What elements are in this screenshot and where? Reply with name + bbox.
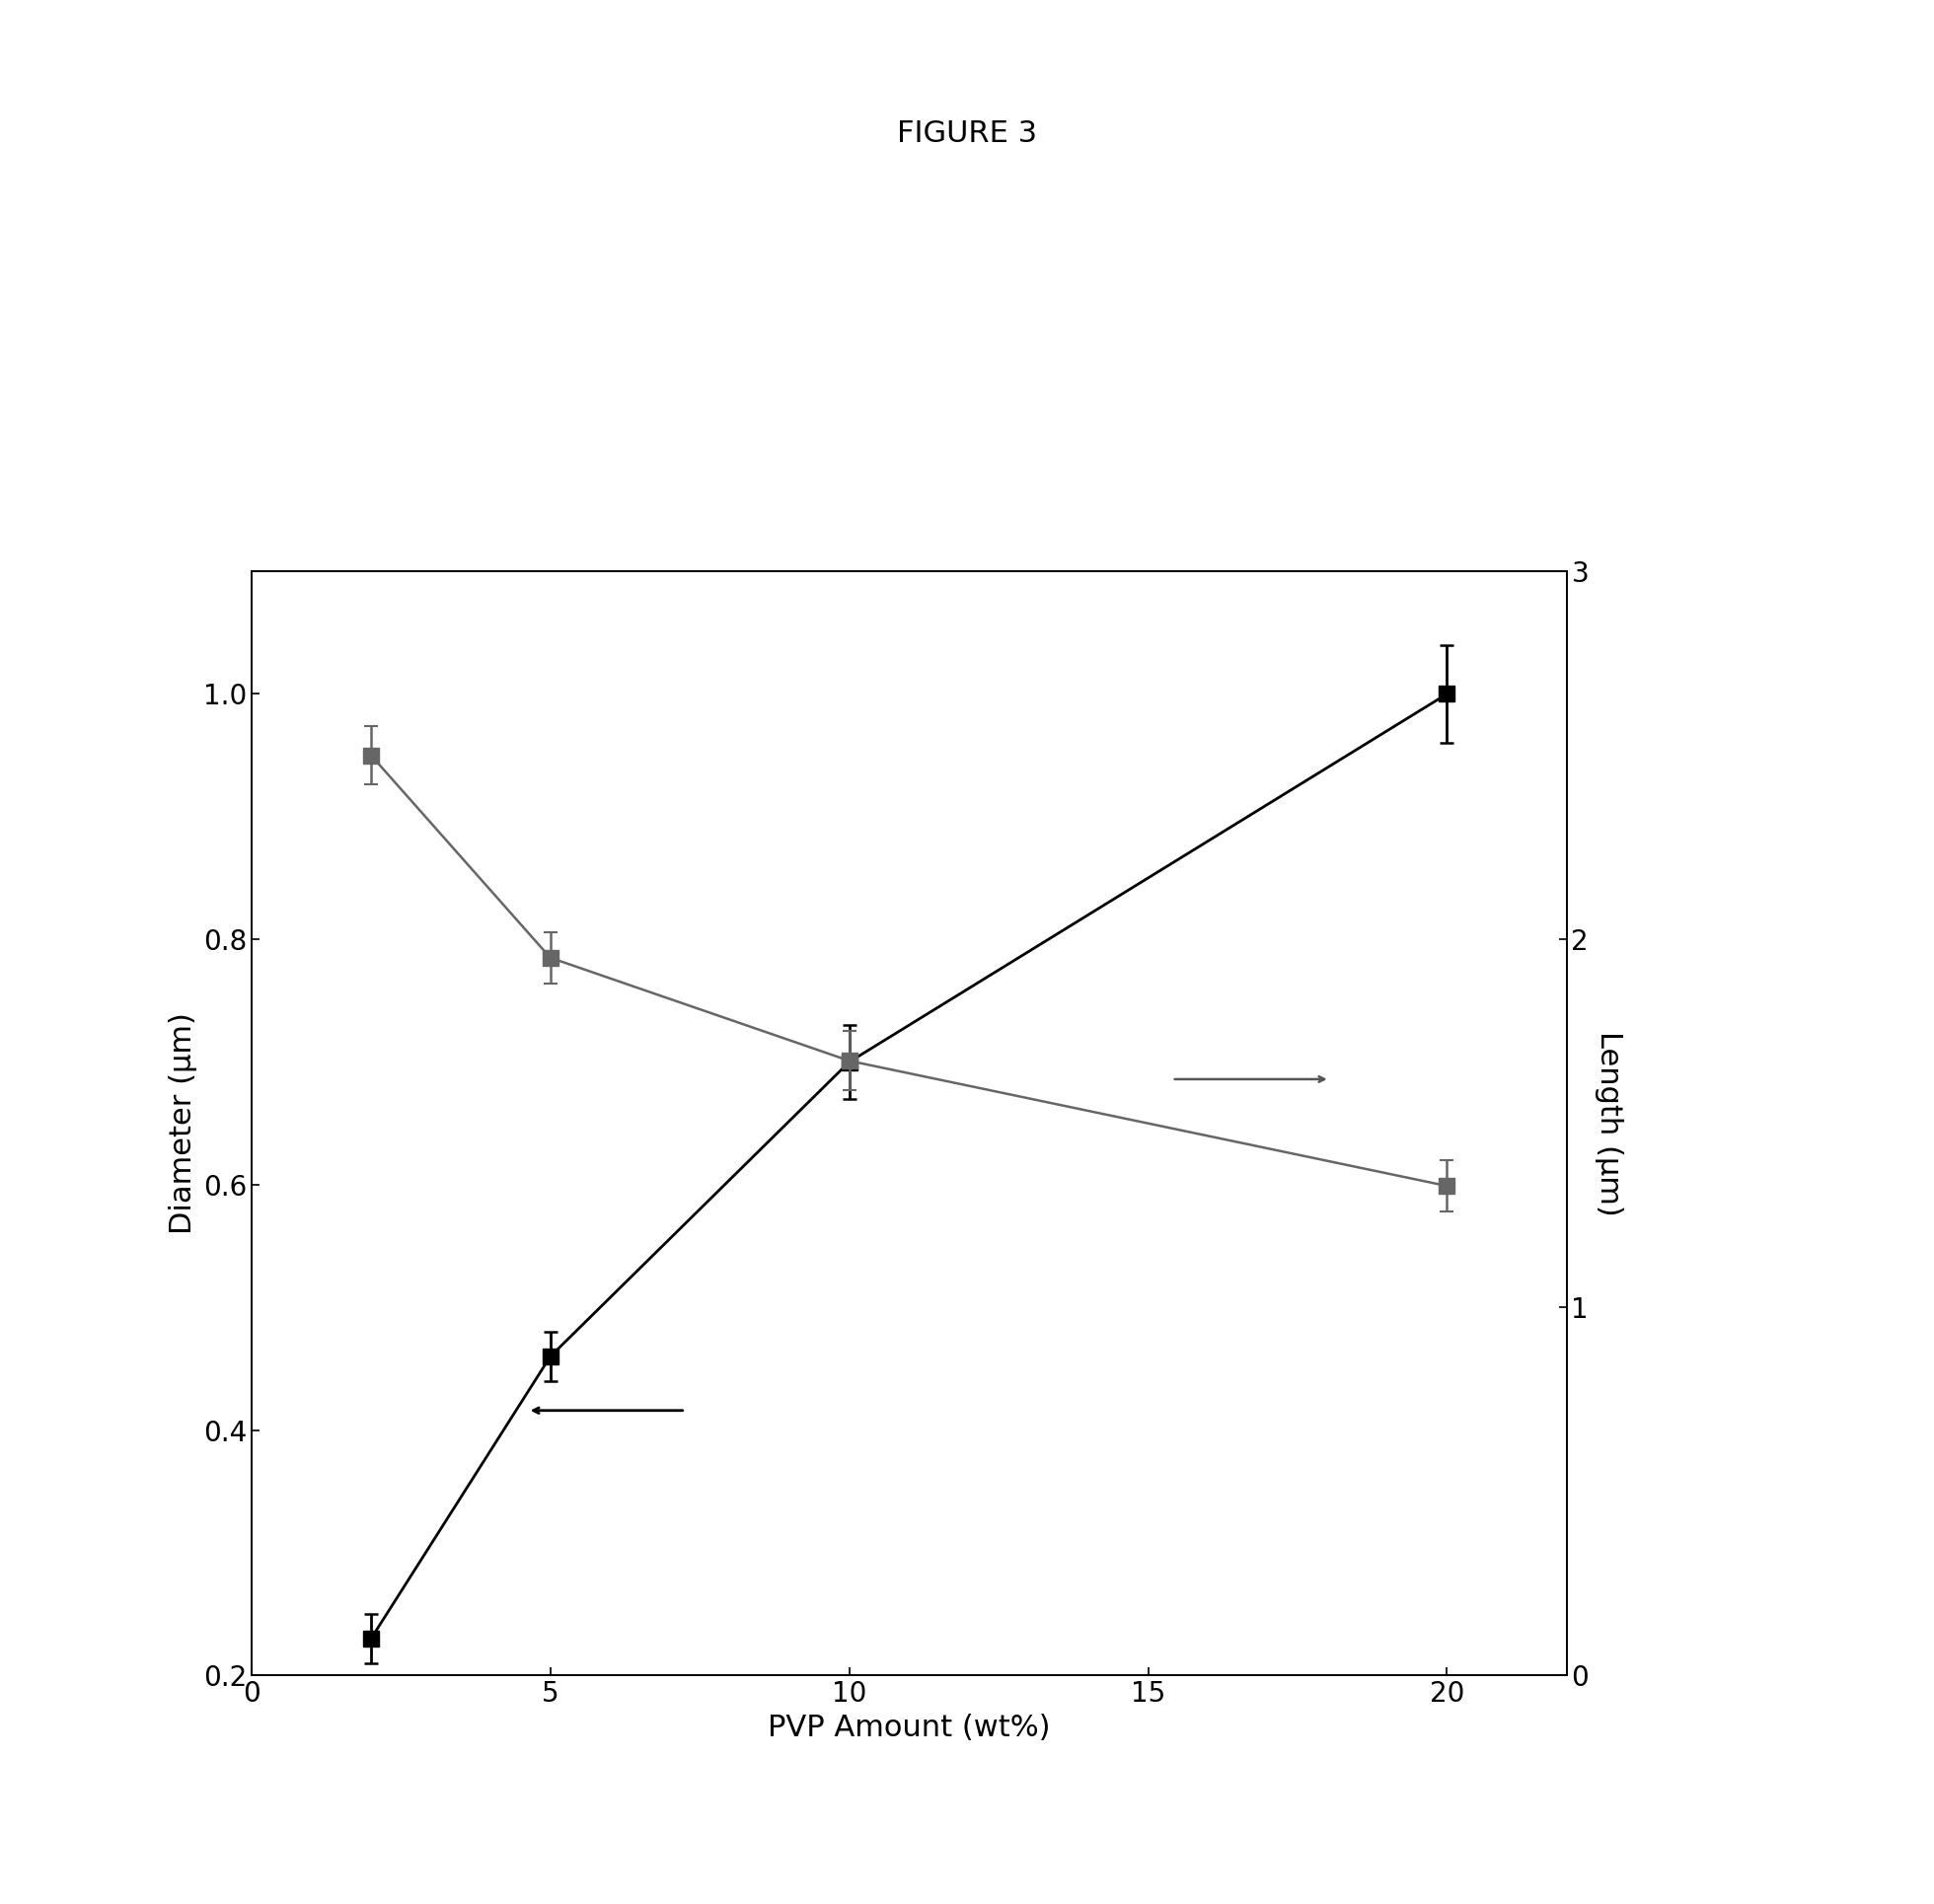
X-axis label: PVP Amount (wt%): PVP Amount (wt%)	[768, 1714, 1050, 1742]
Text: FIGURE 3: FIGURE 3	[897, 118, 1037, 149]
Y-axis label: Length (μm): Length (μm)	[1594, 1030, 1623, 1217]
Y-axis label: Diameter (μm): Diameter (μm)	[168, 1013, 197, 1234]
